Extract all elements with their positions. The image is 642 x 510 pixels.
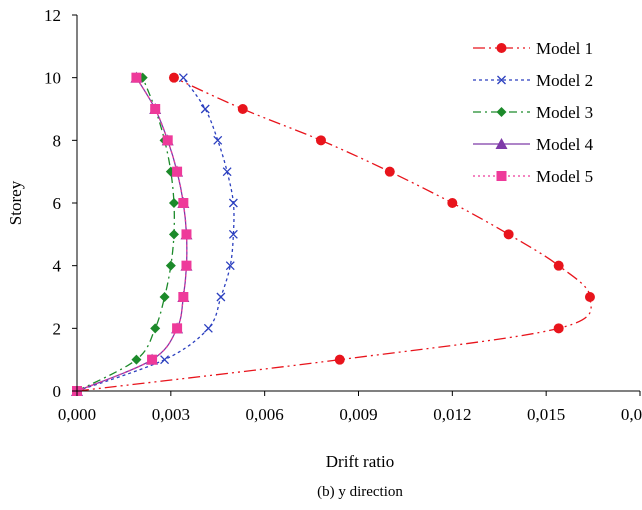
data-point <box>553 260 564 271</box>
data-point <box>225 261 235 271</box>
legend-marker <box>496 107 507 117</box>
data-point <box>178 73 188 83</box>
y-tick-label: 2 <box>53 319 62 338</box>
series-line <box>76 77 188 392</box>
data-point <box>178 292 189 302</box>
y-tick-label: 0 <box>53 382 62 401</box>
y-tick-label: 8 <box>53 131 62 150</box>
legend-item: Model 2 <box>473 71 593 90</box>
legend-item: Model 1 <box>473 39 593 58</box>
series-layer <box>71 71 595 396</box>
legend-label: Model 4 <box>536 135 594 154</box>
legend-item: Model 5 <box>473 167 593 186</box>
data-point <box>228 229 238 239</box>
legend-marker <box>496 43 507 53</box>
series-model-3 <box>72 72 179 396</box>
x-tick-label: 0,000 <box>58 405 96 424</box>
data-point <box>150 323 161 334</box>
legend: Model 1 Model 2 Model 3 Model 4 Model 5 <box>473 39 594 186</box>
data-point <box>203 323 213 333</box>
legend-label: Model 3 <box>536 103 593 122</box>
series-line <box>76 77 592 392</box>
legend-marker <box>495 138 508 149</box>
x-tick-label: 0,018 <box>621 405 642 424</box>
data-point <box>503 229 514 240</box>
legend-marker <box>497 75 506 85</box>
x-axis-title: Drift ratio <box>326 452 394 471</box>
x-tick-label: 0,012 <box>433 405 471 424</box>
y-axis-title: Storey <box>6 180 25 225</box>
data-point <box>172 323 183 334</box>
series-model-2 <box>72 73 238 396</box>
data-point <box>159 292 170 302</box>
data-point <box>160 355 170 365</box>
data-point <box>165 260 176 271</box>
x-tick-label: 0,003 <box>152 405 190 424</box>
legend-marker <box>496 171 507 181</box>
data-point <box>216 292 226 302</box>
data-point <box>447 198 458 208</box>
ticks-layer: 0,000 0,003 0,006 0,009 0,012 0,015 0,018 0 2 4 6 8… <box>44 6 642 424</box>
data-point <box>384 166 395 177</box>
data-point <box>237 104 248 114</box>
data-point <box>168 229 179 240</box>
data-point <box>131 72 142 83</box>
series-model-1 <box>72 72 595 396</box>
data-point <box>168 198 179 208</box>
data-point <box>553 323 564 334</box>
y-tick-label: 10 <box>44 69 61 88</box>
series-line <box>76 77 235 392</box>
data-point <box>178 198 189 208</box>
data-point <box>131 354 142 365</box>
x-tick-label: 0,006 <box>246 405 284 424</box>
y-tick-label: 12 <box>44 6 61 25</box>
data-point <box>228 198 238 208</box>
legend-item: Model 4 <box>473 135 594 154</box>
data-point <box>315 135 326 146</box>
chart-caption: (b) y direction <box>317 484 403 500</box>
data-point <box>168 72 179 83</box>
data-point <box>172 166 183 177</box>
data-point <box>200 104 210 114</box>
data-point <box>181 260 192 271</box>
legend-label: Model 2 <box>536 71 593 90</box>
series-line <box>76 77 176 392</box>
data-point <box>162 135 173 146</box>
data-point <box>181 229 192 240</box>
data-point <box>213 135 223 145</box>
y-tick-label: 6 <box>53 194 62 213</box>
legend-item: Model 3 <box>473 103 593 122</box>
x-tick-label: 0,015 <box>527 405 565 424</box>
data-point <box>334 354 345 365</box>
data-point <box>222 167 232 177</box>
legend-label: Model 5 <box>536 167 593 186</box>
y-tick-label: 4 <box>53 257 62 276</box>
data-point <box>584 292 595 302</box>
legend-label: Model 1 <box>536 39 593 58</box>
data-point <box>147 354 158 365</box>
x-tick-label: 0,009 <box>339 405 377 424</box>
data-point <box>150 104 161 114</box>
